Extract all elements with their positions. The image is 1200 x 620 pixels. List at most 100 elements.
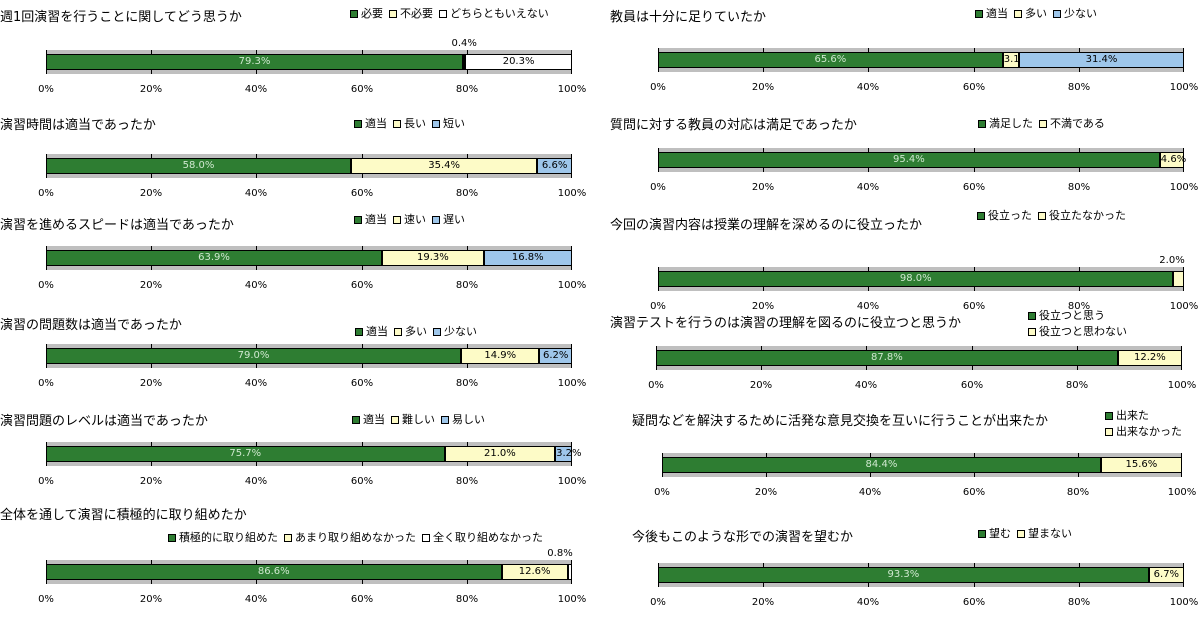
gridline (1183, 583, 1184, 587)
gridline (256, 246, 257, 250)
gridline (362, 174, 363, 178)
axis-tick-label: 40% (244, 476, 268, 487)
axis-tick-label: 80% (455, 280, 479, 291)
bar-segment: 79.3% (46, 54, 464, 70)
segment-value-label: 19.3% (416, 252, 449, 263)
legend-swatch (168, 534, 176, 542)
legend-label: 全く取り組めなかった (433, 531, 543, 544)
bar-segment: 84.4% (662, 457, 1101, 473)
gridline (763, 48, 764, 52)
legend-entry: 易しい (441, 412, 485, 428)
gridline (46, 442, 47, 446)
gridline (571, 246, 572, 250)
bar-segment: 0.4% (463, 54, 466, 70)
legend-swatch (350, 10, 358, 18)
axis-tick-label: 20% (139, 476, 163, 487)
bar-segment: 20.3% (465, 54, 572, 70)
axis-tick-label: 0% (38, 84, 54, 95)
bar-segment: 15.6% (1100, 457, 1182, 473)
gridline (151, 442, 152, 446)
gridline (1183, 563, 1184, 567)
axis-tick-label: 60% (962, 182, 986, 193)
legend-entry: 役立つと思わない (1028, 324, 1127, 340)
gridline (467, 246, 468, 250)
axis-tick-label: 100% (1167, 487, 1197, 498)
gridline (658, 563, 659, 567)
gridline (1079, 48, 1080, 52)
legend-label: 積極的に取り組めた (179, 531, 278, 544)
chart-panel: 教員は十分に足りていたか 適当 多い 少ない 0% 20% 40% 60% 80% 100% 65.… (610, 0, 1200, 100)
legend-swatch (1028, 328, 1036, 336)
chart-panel: 今回の演習内容は授業の理解を深めるのに役立ったか 役立った 役立たなかった 0% 20%… (610, 208, 1200, 312)
gridline (571, 442, 572, 446)
gridline (1079, 267, 1080, 271)
gridline (571, 154, 572, 158)
legend-swatch (432, 216, 440, 224)
axis-tick-label: 20% (139, 594, 163, 605)
axis-tick-label: 100% (1169, 301, 1199, 312)
gridline (866, 346, 867, 350)
gridline (974, 148, 975, 152)
bar-segment: 3.2% (555, 446, 582, 462)
axis-tick-label: 20% (749, 380, 773, 391)
legend-label: 多い (1025, 7, 1047, 20)
gridline (151, 364, 152, 368)
gridline (46, 266, 47, 270)
gridline (571, 580, 572, 584)
axis-tick-label: 0% (38, 188, 54, 199)
segment-value-label: 86.6% (257, 566, 290, 577)
axis-tick-label: 40% (854, 380, 878, 391)
axis-tick-label: 40% (856, 301, 880, 312)
gridline (46, 364, 47, 368)
gridline (1181, 366, 1182, 370)
bar-segment: 2.0% (1173, 271, 1184, 287)
bar-segment: 79.0% (46, 348, 462, 364)
legend-entry: 適当 (352, 412, 385, 428)
axis-tick-label: 0% (654, 487, 670, 498)
gridline (972, 346, 973, 350)
legend-label: あまり取り組めなかった (295, 531, 416, 544)
axis-tick-label: 40% (244, 280, 268, 291)
chart-legend: 適当 速い 遅い (354, 212, 471, 228)
legend-label: 役立った (988, 209, 1032, 222)
gridline (763, 583, 764, 587)
chart-title: 演習の問題数は適当であったか (0, 318, 182, 333)
chart-legend: 適当 多い 少ない (975, 6, 1103, 22)
chart-panel: 演習の問題数は適当であったか 適当 多い 少ない 0% 20% 40% 60% 80% 100% 7… (0, 308, 590, 408)
bar-segment: 14.9% (461, 348, 540, 364)
axis-tick-label: 40% (856, 82, 880, 93)
gridline (1181, 473, 1182, 477)
legend-entry: 少ない (433, 324, 477, 340)
gridline (362, 580, 363, 584)
axis-tick-label: 80% (1067, 301, 1091, 312)
legend-label: 出来なかった (1116, 425, 1182, 438)
chart-panel: 今後もこのような形での演習を望むか 望む 望まない 0% 20% 40% 60% 80% 100… (610, 520, 1200, 620)
gridline (151, 580, 152, 584)
plot-area: 0% 20% 40% 60% 80% 100% 58.0% 35.4% 6.6% (38, 154, 586, 199)
axis-tick-label: 80% (455, 594, 479, 605)
gridline (256, 344, 257, 348)
gridline (1183, 168, 1184, 172)
gridline (256, 560, 257, 564)
legend-entry: 適当 (354, 116, 387, 132)
gridline (467, 154, 468, 158)
legend-label: 易しい (452, 413, 485, 426)
legend-entry: 役立たなかった (1038, 208, 1126, 224)
gridline (1183, 48, 1184, 52)
axis-tick-label: 80% (455, 378, 479, 389)
axis-tick-label: 100% (557, 188, 587, 199)
gridline (1078, 473, 1079, 477)
axis-tick-label: 0% (38, 476, 54, 487)
gridline (362, 50, 363, 54)
gridline (1079, 563, 1080, 567)
segment-value-label: 65.6% (814, 54, 847, 65)
segment-value-label: 6.2% (542, 350, 569, 361)
legend-swatch (441, 416, 449, 424)
legend-label: 役立たなかった (1049, 209, 1126, 222)
gridline (1183, 148, 1184, 152)
bar-segment: 86.6% (46, 564, 502, 580)
gridline (763, 168, 764, 172)
axis-tick-label: 40% (856, 182, 880, 193)
legend-label: 満足した (989, 117, 1033, 130)
legend-label: 望む (989, 527, 1011, 540)
